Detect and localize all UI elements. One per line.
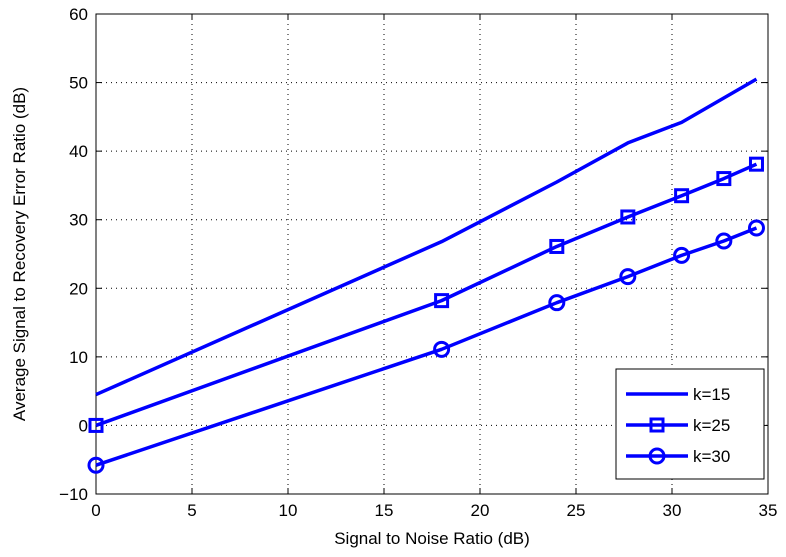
grid-lines — [96, 14, 768, 494]
data-point-square — [88, 417, 104, 433]
data-point-circle — [548, 294, 566, 312]
data-point-circle — [619, 268, 637, 286]
x-axis-title: Signal to Noise Ratio (dB) — [334, 529, 530, 548]
series-k=25 — [88, 156, 764, 433]
legend-label: k=15 — [693, 385, 730, 404]
series-k=30 — [87, 219, 765, 474]
data-point-circle — [433, 340, 451, 358]
y-tick-label: 40 — [69, 142, 88, 161]
legend-entry: k=30 — [626, 447, 730, 466]
x-tick-label: 10 — [279, 501, 298, 520]
y-axis-title: Average Signal to Recovery Error Ratio (… — [10, 87, 29, 421]
y-tick-label: 0 — [79, 416, 88, 435]
legend-entry: k=15 — [626, 385, 730, 404]
data-point-square — [716, 171, 732, 187]
x-tick-label: 30 — [663, 501, 682, 520]
data-point-square — [674, 188, 690, 204]
legend-label: k=30 — [693, 447, 730, 466]
series-line — [95, 226, 758, 467]
legend-label: k=25 — [693, 416, 730, 435]
legend: k=15 k=25 k=30 — [615, 368, 765, 480]
series-layer — [87, 77, 765, 474]
y-tick-label: 10 — [69, 348, 88, 367]
data-point-circle — [747, 219, 765, 237]
y-tick-label: 20 — [69, 279, 88, 298]
x-tick-label: 20 — [471, 501, 490, 520]
data-point-circle — [673, 246, 691, 264]
data-point-square — [620, 209, 636, 225]
legend-entry: k=25 — [626, 416, 730, 435]
plot-border — [95, 13, 769, 495]
x-tick-label: 5 — [187, 501, 196, 520]
series-line — [95, 162, 758, 428]
data-point-circle — [715, 232, 733, 250]
y-tick-label: −10 — [59, 485, 88, 504]
data-point-square — [434, 293, 450, 309]
data-point-square — [748, 156, 764, 172]
x-tick-label: 0 — [91, 501, 100, 520]
y-tick-label: 30 — [69, 211, 88, 230]
x-tick-label: 15 — [375, 501, 394, 520]
data-point-circle — [87, 456, 105, 474]
y-tick-label: 50 — [69, 74, 88, 93]
x-tick-label: 35 — [759, 501, 778, 520]
y-tick-label: 60 — [69, 5, 88, 24]
legend-marker — [649, 417, 665, 433]
series-k=15 — [95, 77, 758, 397]
series-line — [95, 77, 758, 397]
x-tick-label: 25 — [567, 501, 586, 520]
data-point-square — [549, 238, 565, 254]
legend-marker — [648, 447, 666, 465]
